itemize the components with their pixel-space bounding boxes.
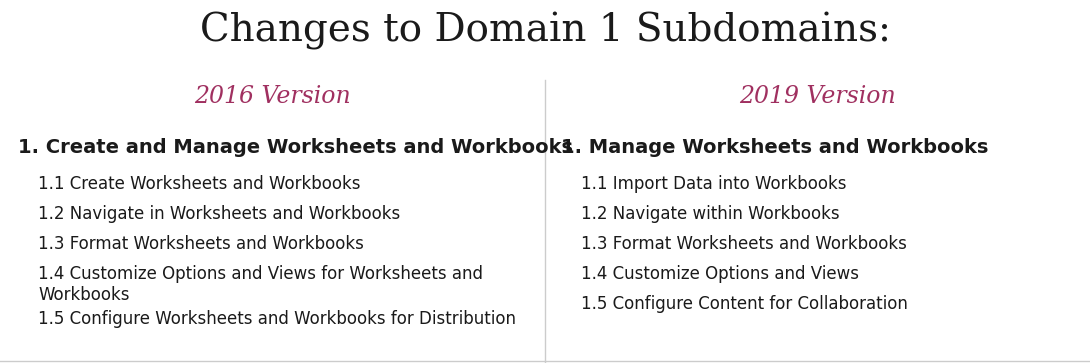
Text: 2016 Version: 2016 Version (194, 85, 351, 108)
Text: 1.2 Navigate within Workbooks: 1.2 Navigate within Workbooks (581, 205, 840, 223)
Text: 1.1 Create Worksheets and Workbooks: 1.1 Create Worksheets and Workbooks (38, 175, 361, 193)
Text: 2019 Version: 2019 Version (739, 85, 896, 108)
Text: 1. Create and Manage Worksheets and Workbooks: 1. Create and Manage Worksheets and Work… (19, 138, 573, 157)
Text: 1.5 Configure Content for Collaboration: 1.5 Configure Content for Collaboration (581, 295, 908, 313)
Text: 1.3 Format Worksheets and Workbooks: 1.3 Format Worksheets and Workbooks (38, 235, 364, 253)
Text: 1.1 Import Data into Workbooks: 1.1 Import Data into Workbooks (581, 175, 847, 193)
Text: 1.4 Customize Options and Views for Worksheets and
Workbooks: 1.4 Customize Options and Views for Work… (38, 265, 483, 304)
Text: 1. Manage Worksheets and Workbooks: 1. Manage Worksheets and Workbooks (561, 138, 989, 157)
Text: 1.4 Customize Options and Views: 1.4 Customize Options and Views (581, 265, 859, 283)
Text: Changes to Domain 1 Subdomains:: Changes to Domain 1 Subdomains: (199, 12, 891, 50)
Text: 1.2 Navigate in Worksheets and Workbooks: 1.2 Navigate in Worksheets and Workbooks (38, 205, 400, 223)
Text: 1.5 Configure Worksheets and Workbooks for Distribution: 1.5 Configure Worksheets and Workbooks f… (38, 310, 516, 328)
Text: 1.3 Format Worksheets and Workbooks: 1.3 Format Worksheets and Workbooks (581, 235, 907, 253)
